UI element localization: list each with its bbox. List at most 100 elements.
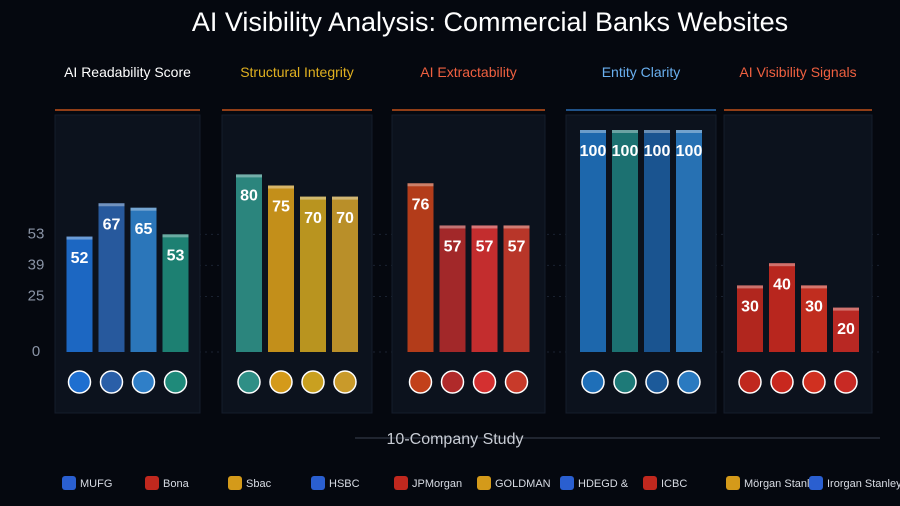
- bar-cap: [236, 174, 262, 178]
- bar-cap: [612, 130, 638, 133]
- bank-icon: [738, 370, 762, 394]
- y-tick-label: 53: [28, 225, 45, 242]
- bank-icon: [613, 370, 637, 394]
- bank-logo: [643, 476, 657, 490]
- bank-logo: [311, 476, 325, 490]
- bank-icon: [581, 370, 605, 394]
- bar-cap: [580, 130, 606, 133]
- bar-cap: [407, 183, 434, 187]
- value-label: 40: [773, 276, 791, 293]
- bar: [130, 207, 157, 352]
- value-label: 57: [476, 239, 494, 256]
- bar: [769, 263, 795, 352]
- bank-logo: [809, 476, 823, 490]
- bank-icon: [677, 370, 701, 394]
- value-label: 30: [805, 299, 823, 316]
- bar-cap: [66, 236, 93, 240]
- bar-cap: [769, 263, 795, 267]
- value-label: 76: [412, 196, 430, 213]
- bar-cap: [162, 234, 189, 238]
- bar: [737, 285, 763, 352]
- y-tick-label: 0: [32, 343, 40, 360]
- bank-logo: [62, 476, 76, 490]
- bank-logo: [560, 476, 574, 490]
- bar: [644, 130, 670, 352]
- bank-logo: [394, 476, 408, 490]
- bar-cap: [130, 207, 157, 211]
- bar-cap: [98, 203, 125, 207]
- bank-icon: [504, 370, 529, 394]
- value-label: 80: [240, 188, 258, 205]
- bank-icon: [802, 370, 826, 394]
- bank-logo: [228, 476, 242, 490]
- bank-icon: [99, 370, 124, 394]
- bank-icon: [163, 370, 188, 394]
- y-tick-label: 25: [28, 287, 45, 304]
- value-label: 20: [837, 321, 855, 338]
- bank-name: Bona: [163, 478, 190, 490]
- value-label: 52: [71, 250, 89, 267]
- bar: [268, 185, 294, 352]
- panel-title: Structural Integrity: [240, 64, 354, 80]
- bank-name: ICBC: [661, 478, 687, 490]
- bank-icon: [131, 370, 156, 394]
- panel-title: AI Readability Score: [64, 64, 191, 80]
- bank-logo: [726, 476, 740, 490]
- bar-cap: [833, 307, 859, 311]
- value-label: 75: [272, 199, 290, 216]
- bank-icon: [67, 370, 92, 394]
- panel-title: AI Extractability: [420, 64, 517, 80]
- bar: [801, 285, 827, 352]
- page-title: AI Visibility Analysis: Commercial Banks…: [192, 7, 788, 37]
- bank-logo: [477, 476, 491, 490]
- bar: [612, 130, 638, 352]
- bar: [332, 196, 358, 352]
- bar: [300, 196, 326, 352]
- bar: [503, 225, 530, 352]
- value-label: 100: [676, 143, 703, 160]
- bar: [833, 307, 859, 352]
- value-label: 70: [304, 210, 322, 227]
- bar: [236, 174, 262, 352]
- bar-cap: [268, 185, 294, 189]
- bar-cap: [503, 225, 530, 229]
- bar-cap: [300, 196, 326, 200]
- bank-name: HDEGD &: [578, 478, 629, 490]
- bar: [676, 130, 702, 352]
- panel-title-box: AI Readability Score: [64, 64, 191, 80]
- value-label: 57: [444, 239, 462, 256]
- value-label: 30: [741, 299, 759, 316]
- bank-icon: [408, 370, 433, 394]
- bar-cap: [737, 285, 763, 289]
- bank-icon: [645, 370, 669, 394]
- value-label: 100: [612, 143, 639, 160]
- bank-icon: [237, 370, 261, 394]
- bank-icon: [834, 370, 858, 394]
- bank-icon: [301, 370, 325, 394]
- bar-cap: [332, 196, 358, 200]
- footer: 10-Company Study: [387, 431, 524, 448]
- bar: [407, 183, 434, 352]
- bank-icon: [269, 370, 293, 394]
- bank-name: GOLDMAN: [495, 478, 551, 490]
- value-label: 100: [644, 143, 671, 160]
- bar: [580, 130, 606, 352]
- value-label: 67: [103, 216, 121, 233]
- bar: [439, 225, 466, 352]
- bank-name: Irorgan Stanley: [827, 478, 900, 490]
- bank-icon: [472, 370, 497, 394]
- value-label: 100: [580, 143, 607, 160]
- panel-title-box: Structural Integrity: [240, 64, 354, 80]
- panel-title: AI Visibility Signals: [739, 64, 857, 80]
- panel-title: Entity Clarity: [601, 64, 681, 80]
- panel-title-box: AI Visibility Signals: [739, 64, 857, 80]
- panel: [723, 114, 873, 414]
- panel-title-box: AI Extractability: [420, 64, 517, 80]
- bar: [66, 236, 93, 352]
- bar-cap: [471, 225, 498, 229]
- bar: [98, 203, 125, 352]
- bar-cap: [439, 225, 466, 229]
- y-tick-label: 39: [28, 256, 45, 273]
- value-label: 57: [508, 239, 526, 256]
